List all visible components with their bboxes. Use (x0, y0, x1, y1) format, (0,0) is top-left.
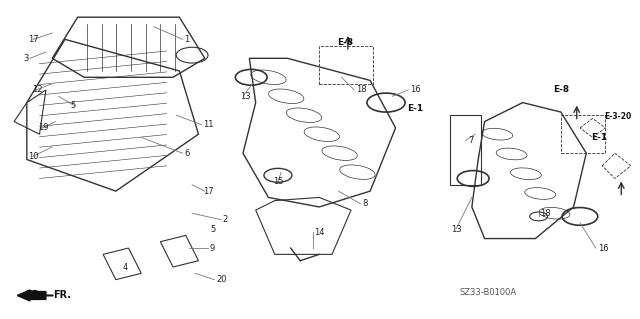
Bar (319, 46, 373, 84)
Text: 14: 14 (314, 228, 324, 237)
Text: E-3-20: E-3-20 (604, 112, 631, 121)
Text: E-8: E-8 (553, 85, 570, 94)
Text: E-1: E-1 (407, 104, 423, 113)
Text: 3: 3 (24, 54, 29, 63)
Text: 15: 15 (273, 177, 284, 186)
Text: 7: 7 (468, 136, 474, 145)
Text: 19: 19 (38, 123, 49, 132)
Text: 5: 5 (70, 101, 76, 110)
Text: 4: 4 (122, 263, 127, 271)
Text: 5: 5 (210, 225, 215, 234)
Text: 16: 16 (410, 85, 421, 94)
Text: 11: 11 (204, 120, 214, 129)
Text: 13: 13 (240, 92, 250, 101)
Text: 16: 16 (598, 243, 609, 253)
Bar (450, 115, 481, 185)
Text: E-8: E-8 (337, 38, 353, 47)
Text: 12: 12 (32, 85, 42, 94)
Text: 13: 13 (451, 225, 462, 234)
Text: 9: 9 (210, 243, 215, 253)
Text: FR.: FR. (54, 290, 72, 300)
Text: 18: 18 (356, 85, 367, 94)
Bar (561, 115, 605, 153)
FancyArrow shape (17, 290, 46, 301)
Text: 20: 20 (216, 275, 227, 284)
Text: SZ33-B0100A: SZ33-B0100A (459, 288, 516, 297)
Text: 18: 18 (541, 209, 551, 218)
Text: 10: 10 (28, 152, 38, 161)
Text: 2: 2 (223, 215, 228, 224)
Text: 1: 1 (184, 35, 189, 44)
Text: 17: 17 (28, 35, 38, 44)
Text: 17: 17 (204, 187, 214, 196)
Text: 8: 8 (362, 199, 368, 208)
Text: FR.: FR. (26, 291, 44, 300)
Text: 6: 6 (184, 149, 190, 158)
Text: E-1: E-1 (591, 133, 607, 142)
